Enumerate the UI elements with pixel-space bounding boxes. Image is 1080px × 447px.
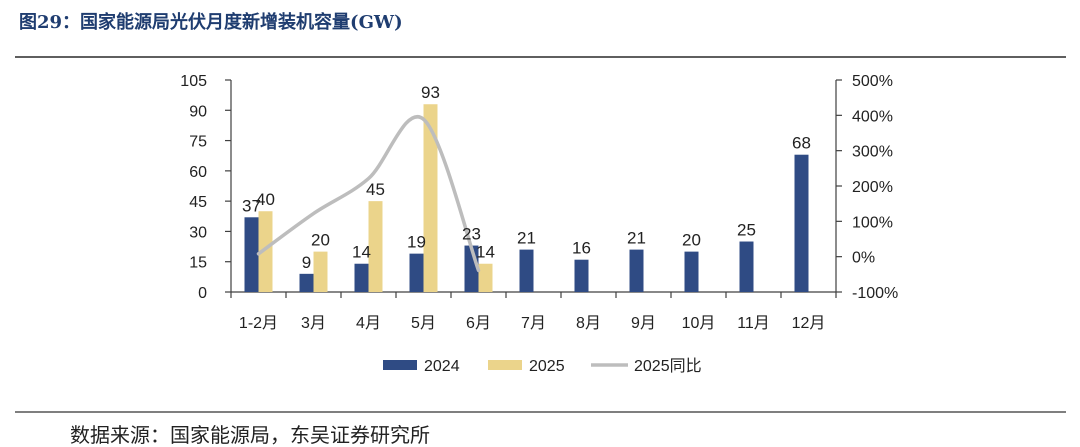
bar-2024-9 bbox=[739, 241, 754, 292]
y-left-tick-label: 15 bbox=[189, 255, 207, 272]
data-label-2024-7: 21 bbox=[627, 229, 646, 248]
x-tick-label: 7月 bbox=[521, 315, 546, 332]
legend-label-2025-yoy: 2025同比 bbox=[634, 357, 702, 375]
figure-title: 图29：国家能源局光伏月度新增装机容量(GW) bbox=[19, 11, 403, 33]
legend-label-2025: 2025 bbox=[529, 358, 565, 375]
y-left-tick-label: 105 bbox=[180, 73, 207, 90]
bar-2024-2 bbox=[354, 263, 369, 292]
data-label-2024-1: 9 bbox=[302, 253, 311, 272]
data-label-2024-9: 25 bbox=[737, 221, 756, 240]
legend-item-2025-yoy: 2025同比 bbox=[591, 357, 702, 375]
y-left-tick-label: 0 bbox=[198, 285, 207, 302]
data-label-2024-2: 14 bbox=[352, 243, 371, 262]
y-right-tick-label: 100% bbox=[852, 214, 893, 231]
y-left-tick-label: 30 bbox=[189, 224, 207, 241]
data-label-2024-4: 23 bbox=[462, 225, 481, 244]
bar-2025-3 bbox=[423, 104, 438, 292]
y-left-tick-label: 45 bbox=[189, 194, 207, 211]
bar-2025-1 bbox=[313, 251, 328, 292]
figure-source: 数据来源：国家能源局，东吴证券研究所 bbox=[70, 423, 430, 447]
data-label-2025-4: 14 bbox=[476, 243, 495, 262]
bar-2025-0 bbox=[258, 211, 273, 292]
bar-2024-7 bbox=[629, 249, 644, 292]
x-tick-label: 3月 bbox=[301, 315, 326, 332]
x-tick-label: 10月 bbox=[682, 315, 716, 332]
x-tick-label: 4月 bbox=[356, 315, 381, 332]
y-right-tick-label: 500% bbox=[852, 73, 893, 90]
x-tick-label: 9月 bbox=[631, 315, 656, 332]
data-label-2024-8: 20 bbox=[682, 231, 701, 250]
data-label-2025-2: 45 bbox=[366, 180, 385, 199]
data-label-2024-10: 68 bbox=[792, 134, 811, 153]
bar-2025-2 bbox=[368, 201, 383, 292]
plot-area: 0 15 30 45 60 75 90 105 -100% 0% 100% 200% 300% 400% 5… bbox=[180, 73, 898, 332]
y-left-tick-label: 75 bbox=[189, 134, 207, 151]
bar-2024-0 bbox=[244, 217, 259, 292]
data-label-2024-6: 16 bbox=[572, 239, 591, 258]
series-line-2025-yoy bbox=[256, 115, 481, 273]
legend-swatch-2024 bbox=[383, 360, 417, 370]
y-right-tick-label: -100% bbox=[852, 285, 898, 302]
data-label-2025-0: 40 bbox=[256, 190, 275, 209]
legend-item-2024: 2024 bbox=[383, 358, 460, 375]
x-tick-label: 11月 bbox=[737, 315, 770, 332]
x-tick-label: 6月 bbox=[466, 315, 491, 332]
x-tick-label: 1-2月 bbox=[239, 315, 278, 332]
data-label-2024-5: 21 bbox=[517, 229, 536, 248]
bar-2024-8 bbox=[684, 251, 699, 292]
legend-label-2024: 2024 bbox=[424, 358, 460, 375]
x-tick-label: 12月 bbox=[792, 315, 826, 332]
data-label-2024-3: 19 bbox=[407, 233, 426, 252]
bar-2024-5 bbox=[519, 249, 534, 292]
y-right-tick-label: 400% bbox=[852, 108, 893, 125]
data-label-2025-3: 93 bbox=[421, 83, 440, 102]
x-tick-label: 8月 bbox=[576, 315, 601, 332]
legend-item-2025: 2025 bbox=[488, 358, 565, 375]
y-right-tick-label: 0% bbox=[852, 250, 875, 267]
data-label-2025-1: 20 bbox=[311, 231, 330, 250]
bar-2024-10 bbox=[794, 154, 809, 292]
legend: 2024 2025 2025同比 bbox=[383, 357, 702, 375]
legend-swatch-2025 bbox=[488, 360, 522, 370]
y-right-tick-label: 300% bbox=[852, 144, 893, 161]
x-tick-label: 5月 bbox=[411, 315, 436, 332]
data-label-2024-0: 37 bbox=[242, 196, 261, 215]
bar-2024-6 bbox=[574, 259, 589, 292]
bar-2025-4 bbox=[478, 263, 493, 292]
y-left-tick-label: 90 bbox=[189, 103, 207, 120]
bar-2024-1 bbox=[299, 273, 314, 292]
bar-2024-3 bbox=[409, 253, 424, 292]
y-left-tick-label: 60 bbox=[189, 164, 207, 181]
y-right-tick-label: 200% bbox=[852, 179, 893, 196]
